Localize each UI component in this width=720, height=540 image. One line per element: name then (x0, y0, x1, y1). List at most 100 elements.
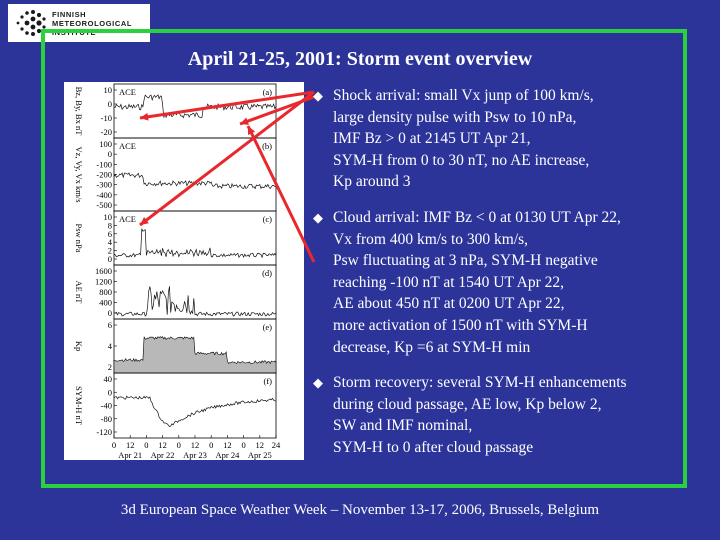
slide-title: April 21-25, 2001: Storm event overview (187, 48, 533, 70)
plot-y-tick-label: -400 (96, 190, 112, 200)
plot-x-day-label: Apr 21 (118, 450, 142, 460)
logo-line: FINNISH (52, 9, 87, 19)
bullet-text: Cloud arrival: IMF Bz < 0 at 0130 UT Apr… (333, 207, 683, 358)
bullet-line: Storm recovery: several SYM-H enhancemen… (333, 374, 627, 392)
plot-x-tick-label: 12 (191, 440, 200, 450)
bullet-line: AE about 450 nT at 0200 UT Apr 22, (333, 295, 565, 313)
plot-panel-label: (e) (263, 322, 273, 332)
plot-kp-bars (113, 336, 277, 374)
plot-y-tick-label: 400 (99, 298, 112, 308)
plot-y-axis-label: SYM-H nT (74, 386, 84, 426)
diamond-bullet-icon: ◆ (313, 209, 323, 225)
bullet-cloud: ◆ Cloud arrival: IMF Bz < 0 at 0130 UT A… (313, 207, 683, 358)
plot-y-tick-label: 8 (108, 220, 112, 230)
plot-panel-frame (113, 210, 277, 266)
plot-y-tick-label: -500 (96, 200, 112, 210)
plot-source-label: ACE (119, 87, 136, 97)
plot-y-tick-label: 800 (99, 287, 112, 297)
plot-y-tick-label: 0 (108, 308, 112, 318)
plot-y-tick-label: -120 (96, 427, 112, 437)
bullet-line: IMF Bz > 0 at 2145 UT Apr 21, (333, 130, 531, 148)
plot-panel-frame (113, 372, 277, 439)
diamond-bullet-icon: ◆ (313, 375, 323, 391)
plot-panel-frame (113, 83, 277, 139)
plot-trace (113, 395, 277, 428)
plot-y-tick-label: 2 (108, 246, 112, 256)
plot-x-tick-label: 12 (158, 440, 167, 450)
plot-y-tick-label: 6 (108, 229, 112, 239)
plot-y-tick-label: -10 (101, 113, 112, 123)
plot-x-tick-label: 12 (223, 440, 232, 450)
plot-y-tick-label: 0 (108, 254, 112, 264)
plot-x-tick-label: 24 (272, 440, 281, 450)
plot-y-tick-label: 0 (108, 99, 112, 109)
plot-y-tick-label: 6 (108, 320, 112, 330)
bullet-line: Psw fluctuating at 3 nPa, SYM-H negative (333, 252, 598, 270)
plot-y-tick-label: -20 (101, 127, 112, 137)
plot-x-tick-label: 0 (144, 440, 148, 450)
plot-x-tick-label: 12 (256, 440, 264, 450)
plot-x-tick-label: 0 (209, 440, 213, 450)
plot-x-tick-label: 0 (241, 440, 245, 450)
plot-y-tick-label: 100 (99, 139, 112, 149)
plot-y-axis-label: Kp (74, 341, 84, 351)
plot-trace (113, 172, 277, 190)
plot-source-label: ACE (119, 141, 136, 151)
plot-y-tick-label: 1600 (95, 266, 112, 276)
bullet-line: Cloud arrival: IMF Bz < 0 at 0130 UT Apr… (333, 208, 621, 226)
bullet-line: Shock arrival: small Vx junp of 100 km/s… (333, 87, 594, 104)
plot-panel-label: (c) (263, 214, 273, 224)
plot-y-tick-label: -80 (101, 414, 112, 424)
bullet-line: large density pulse with Psw to 10 nPa, (333, 108, 577, 126)
plot-trace (113, 228, 277, 259)
plot-y-tick-label: 2 (108, 362, 112, 372)
plot-y-tick-label: -300 (96, 180, 112, 190)
bullet-line: reaching -100 nT at 1540 UT Apr 22, (333, 273, 565, 291)
plot-trace (114, 286, 277, 317)
content-frame (41, 29, 687, 488)
plot-y-tick-label: -200 (96, 170, 112, 180)
plot-x-day-label: Apr 24 (215, 450, 240, 460)
bullet-line: during cloud passage, AE low, Kp below 2… (333, 395, 602, 413)
bullet-line: SYM-H to 0 after cloud passage (333, 438, 534, 456)
bullet-list: ◆ Shock arrival: small Vx junp of 100 km… (313, 85, 683, 473)
plot-x-tick-label: 0 (177, 440, 181, 450)
plot-panel-label: (d) (262, 268, 272, 278)
plot-x-tick-label: 0 (112, 440, 116, 450)
bullet-recovery: ◆ Storm recovery: several SYM-H enhancem… (313, 372, 683, 458)
bullet-line: SW and IMF nominal, (333, 417, 473, 435)
plot-x-tick-label: 12 (126, 440, 135, 450)
plot-y-axis-label: Vz, Vy, Vx km/s (74, 146, 84, 202)
diamond-bullet-icon: ◆ (313, 88, 323, 103)
plot-y-tick-label: 4 (108, 341, 113, 351)
plot-y-tick-label: -40 (101, 401, 112, 411)
plot-x-day-label: Apr 23 (183, 450, 207, 460)
plot-trace (113, 94, 277, 119)
plot-y-axis-label: Psw nPa (74, 223, 84, 252)
footer-text: 3d European Space Weather Week – Novembe… (120, 502, 600, 518)
plot-y-tick-label: 4 (108, 237, 113, 247)
plot-source-label: ACE (119, 214, 136, 224)
bullet-line: more activation of 1500 nT with SYM-H (333, 316, 588, 334)
plot-panel-label: (a) (263, 87, 273, 97)
storm-plot: 10 0 -10 -20 Bz, By, Bx nT ACE (a) 100 0 -100 -200… (64, 82, 304, 460)
plot-y-tick-label: 40 (104, 374, 113, 384)
bullet-line: Vx from 400 km/s to 300 km/s, (333, 230, 529, 248)
bullet-shock: ◆ Shock arrival: small Vx junp of 100 km… (313, 85, 683, 193)
plot-panel-label: (f) (264, 376, 273, 386)
logo-line: METEOROLOGICAL (52, 18, 133, 28)
bullet-line: SYM-H from 0 to 30 nT, no AE increase, (333, 151, 590, 169)
bullet-line: Kp around 3 (333, 173, 411, 191)
plot-x-day-label: Apr 22 (151, 450, 175, 460)
fmi-globe-icon (16, 10, 46, 36)
bullet-line: decrease, Kp =6 at SYM-H min (333, 338, 531, 356)
plot-panel-label: (b) (262, 141, 272, 151)
plot-y-tick-label: -100 (96, 159, 112, 169)
bullet-text: Storm recovery: several SYM-H enhancemen… (333, 372, 683, 458)
plot-y-tick-label: 10 (104, 85, 113, 95)
bullet-text: Shock arrival: small Vx junp of 100 km/s… (333, 85, 683, 193)
plot-y-axis-label: Bz, By, Bx nT (74, 87, 84, 137)
plot-y-tick-label: 0 (108, 149, 112, 159)
plot-y-axis-label: AE nT (74, 281, 84, 305)
